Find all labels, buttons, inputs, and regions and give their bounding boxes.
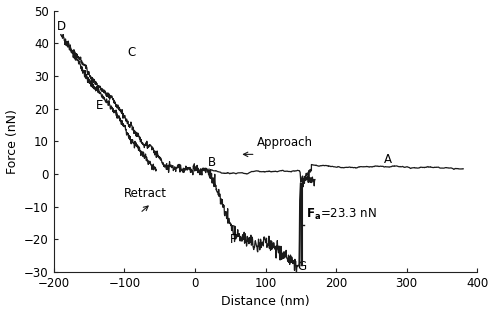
Text: $\mathbf{F}_\mathbf{a}$=23.3 nN: $\mathbf{F}_\mathbf{a}$=23.3 nN [306,207,377,222]
Text: Approach: Approach [257,136,313,149]
Y-axis label: Force (nN): Force (nN) [5,109,19,174]
Text: A: A [384,153,392,165]
Text: G: G [297,260,306,273]
Text: Retract: Retract [124,187,167,200]
Text: C: C [128,46,136,59]
Text: B: B [207,156,216,169]
Text: F: F [230,233,237,246]
Text: E: E [96,99,103,111]
X-axis label: Distance (nm): Distance (nm) [221,295,310,308]
Text: D: D [57,20,66,33]
